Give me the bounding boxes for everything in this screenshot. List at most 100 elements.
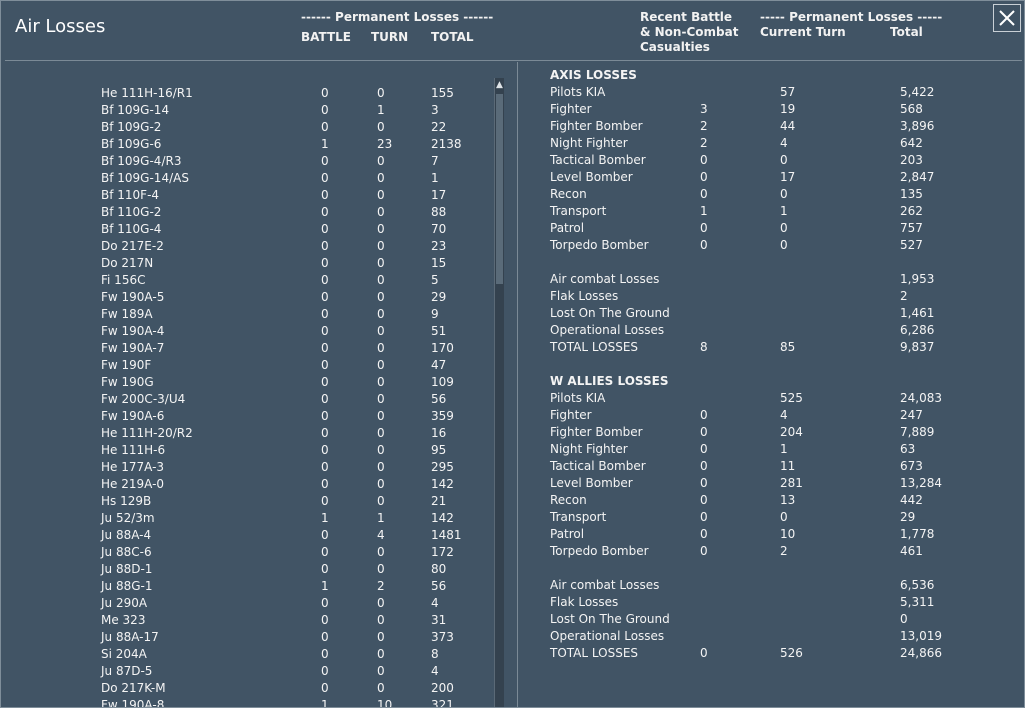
axis-type-row-cell-2: 17 [780,170,796,184]
aircraft-row-cell-3: 5 [431,273,439,287]
aircraft-row: Ju 88A-4 0 4 1481 [101,527,517,544]
wallies-losses-title: W ALLIES LOSSES [550,374,669,388]
aircraft-row-cell-0: Ju 88G-1 [101,579,153,593]
wallies-type-row: Fighter 0 4 247 [550,407,1025,424]
wallies-type-row-cell-1: 0 [700,425,708,439]
aircraft-row: He 111H-6 0 0 95 [101,442,517,459]
aircraft-row-cell-1: 0 [321,103,329,117]
aircraft-row-cell-0: Bf 109G-14 [101,103,170,117]
aircraft-row-cell-3: 8 [431,647,439,661]
aircraft-row-cell-0: Fw 190A-7 [101,341,165,355]
aircraft-row-cell-0: Bf 109G-14/AS [101,171,189,185]
aircraft-row-cell-2: 0 [377,477,385,491]
scrollbar[interactable]: ▲ [494,78,504,707]
aircraft-row-cell-1: 0 [321,477,329,491]
aircraft-row-cell-1: 0 [321,630,329,644]
aircraft-row-cell-3: 31 [431,613,447,627]
aircraft-row-cell-1: 0 [321,188,329,202]
aircraft-row-cell-2: 0 [377,307,385,321]
wallies-summary-row-cell-0: Operational Losses [550,629,665,643]
aircraft-row-cell-2: 0 [377,171,385,185]
scroll-up-arrow-icon[interactable]: ▲ [496,80,503,90]
aircraft-row-cell-3: 80 [431,562,447,576]
aircraft-row: Do 217N 0 0 15 [101,255,517,272]
axis-summary-row-cell-3: 1,953 [900,272,935,286]
axis-type-row-cell-0: Patrol [550,221,585,235]
axis-type-row: Level Bomber 0 17 2,847 [550,169,1025,186]
aircraft-row-cell-3: 23 [431,239,447,253]
aircraft-row: Do 217K-M 0 0 200 [101,680,517,697]
aircraft-row-cell-2: 0 [377,239,385,253]
axis-summary-row-cell-3: 1,461 [900,306,935,320]
wallies-type-row-cell-0: Tactical Bomber [550,459,646,473]
aircraft-row-cell-0: Ju 52/3m [101,511,155,525]
aircraft-row-cell-0: Fw 190A-5 [101,290,165,304]
aircraft-row: Fw 190A-6 0 0 359 [101,408,517,425]
wallies-summary-row-cell-3: 24,866 [900,646,942,660]
aircraft-row-cell-1: 0 [321,613,329,627]
aircraft-row-cell-2: 0 [377,613,385,627]
close-icon [999,10,1015,26]
wallies-type-row-cell-0: Pilots KIA [550,391,606,405]
wallies-summary-row-cell-2: 526 [780,646,803,660]
aircraft-row-cell-3: 70 [431,222,447,236]
axis-type-row-cell-0: Torpedo Bomber [550,238,649,252]
wallies-type-row-cell-2: 1 [780,442,788,456]
wallies-summary-row: Operational Losses 13,019 [550,628,1025,645]
wallies-summary-row: Flak Losses 5,311 [550,594,1025,611]
aircraft-row-cell-1: 0 [321,409,329,423]
axis-type-row-cell-2: 0 [780,238,788,252]
aircraft-row: Bf 110G-4 0 0 70 [101,221,517,238]
wallies-type-row-cell-3: 7,889 [900,425,935,439]
aircraft-row-cell-0: Fw 190F [101,358,152,372]
aircraft-row-cell-0: Fw 190A-6 [101,409,165,423]
aircraft-row-cell-1: 0 [321,460,329,474]
aircraft-row-cell-2: 0 [377,120,385,134]
wallies-summary-row-cell-3: 0 [900,612,908,626]
recent-battle-header-line1: Recent Battle [640,10,733,24]
aircraft-row-cell-0: Ju 88C-6 [101,545,152,559]
wallies-type-row: Level Bomber 0 281 13,284 [550,475,1025,492]
aircraft-row-cell-3: 142 [431,477,454,491]
aircraft-row: Bf 109G-14 0 1 3 [101,102,517,119]
axis-type-row-cell-0: Tactical Bomber [550,153,646,167]
aircraft-row-cell-1: 0 [321,290,329,304]
wallies-summary-row-cell-3: 6,536 [900,578,935,592]
wallies-type-row-cell-1: 0 [700,527,708,541]
aircraft-row-cell-1: 0 [321,664,329,678]
axis-summary-row-cell-3: 2 [900,289,908,303]
aircraft-row-cell-1: 0 [321,256,329,270]
aircraft-row-cell-1: 0 [321,375,329,389]
wallies-summary-row-cell-1: 0 [700,646,708,660]
aircraft-row-cell-2: 0 [377,443,385,457]
aircraft-row-cell-1: 0 [321,239,329,253]
aircraft-row-cell-2: 0 [377,341,385,355]
axis-type-row-cell-1: 0 [700,221,708,235]
axis-type-row: Torpedo Bomber 0 0 527 [550,237,1025,254]
wallies-type-row-cell-2: 204 [780,425,803,439]
aircraft-row-cell-0: Si 204A [101,647,147,661]
aircraft-row-cell-2: 23 [377,137,393,151]
aircraft-row-cell-2: 0 [377,290,385,304]
aircraft-row-cell-1: 0 [321,681,329,695]
aircraft-row-cell-1: 1 [321,698,329,707]
aircraft-row: Hs 129B 0 0 21 [101,493,517,510]
axis-type-row-cell-1: 0 [700,187,708,201]
scroll-thumb[interactable] [496,94,503,284]
aircraft-row-cell-2: 0 [377,460,385,474]
aircraft-row-cell-1: 0 [321,205,329,219]
aircraft-row-cell-1: 0 [321,494,329,508]
close-button[interactable] [993,4,1021,32]
right-total-column-header: Total [890,25,923,39]
axis-summary-row-cell-1: 8 [700,340,708,354]
wallies-summary-row-cell-0: TOTAL LOSSES [550,646,639,660]
aircraft-row-cell-1: 0 [321,392,329,406]
axis-type-row: Tactical Bomber 0 0 203 [550,152,1025,169]
aircraft-row-cell-1: 0 [321,171,329,185]
axis-summary-row: Operational Losses 6,286 [550,322,1025,339]
aircraft-row: Bf 109G-14/AS 0 0 1 [101,170,517,187]
aircraft-row-cell-1: 0 [321,358,329,372]
aircraft-row-cell-2: 0 [377,205,385,219]
aircraft-row: He 111H-20/R2 0 0 16 [101,425,517,442]
